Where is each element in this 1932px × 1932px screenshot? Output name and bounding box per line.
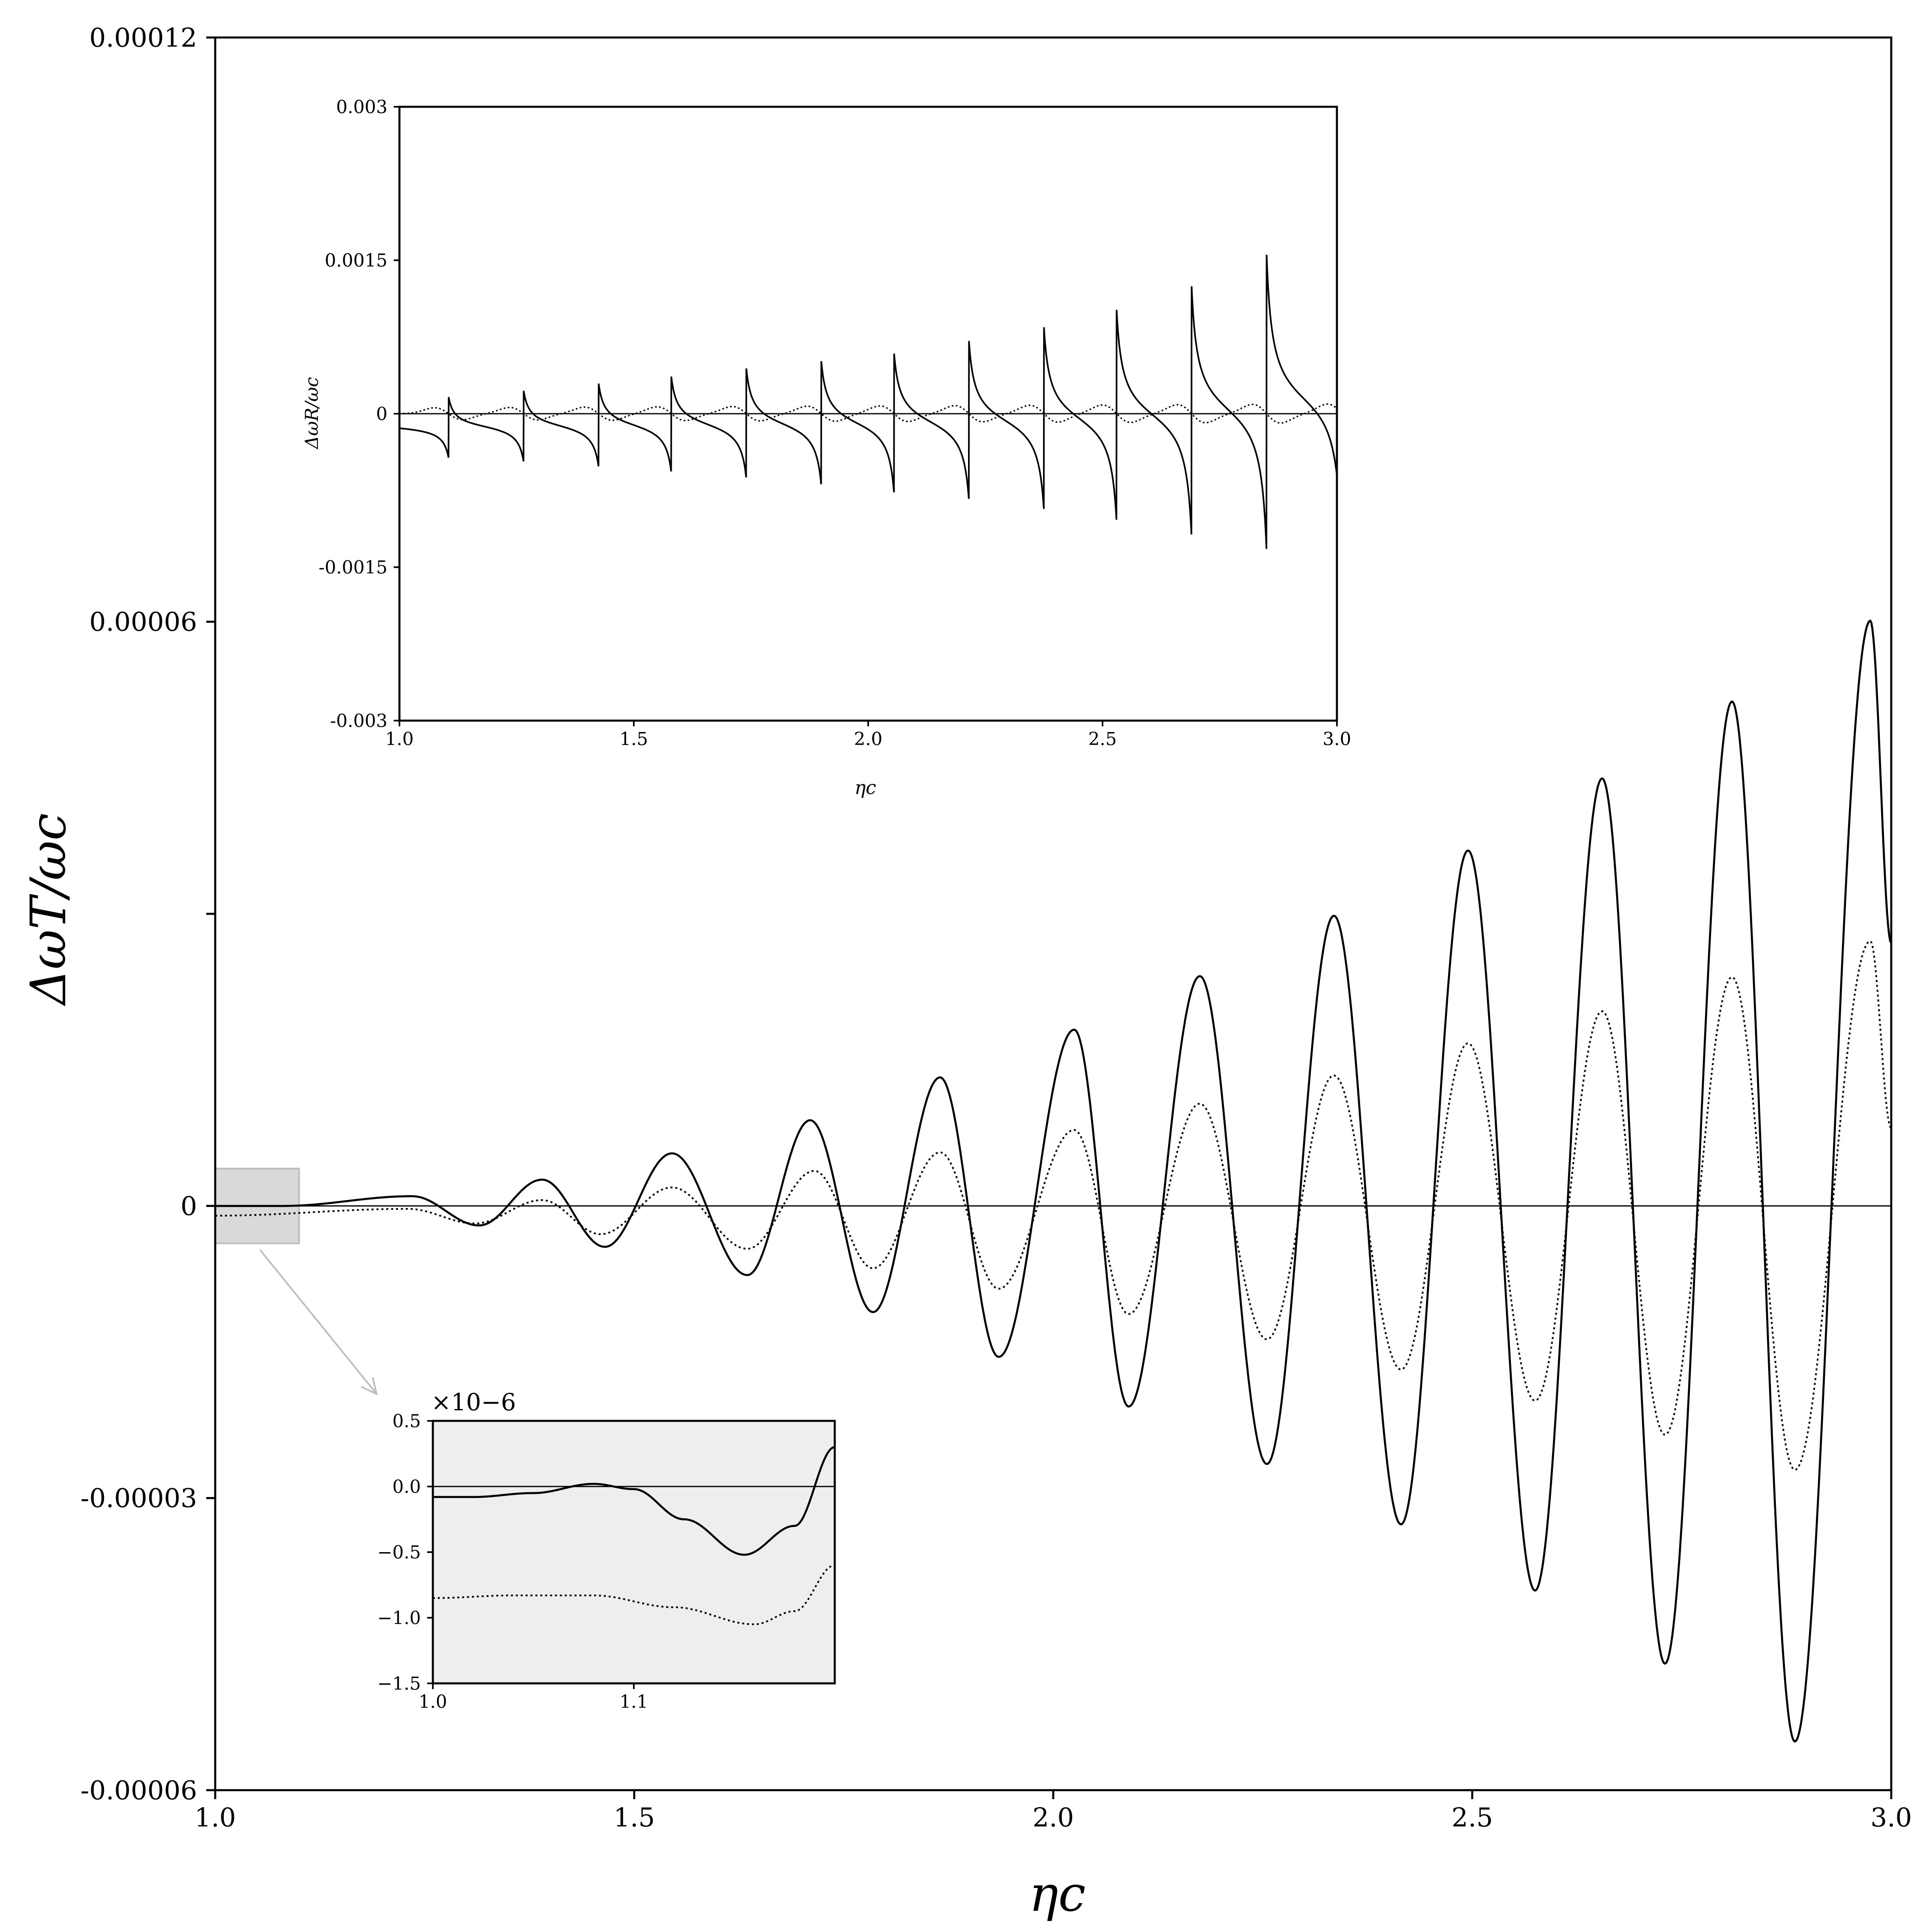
inset-zoom-series-dotted-line	[433, 1564, 835, 1625]
main-chart: 1.0 1.5 2.0 2.5 3.0 -0.00006 -0.00003 0 0.00006…	[20, 23, 1912, 1923]
y-tick-label: 0	[376, 404, 388, 424]
zoom-arrow	[259, 1249, 377, 1395]
inset-zoom-offset-text: ×10−6	[431, 1388, 516, 1416]
main-y-ticks: -0.00006 -0.00003 0 0.00006 0.00012	[80, 23, 215, 1806]
inset-zoom-series-solid-line	[433, 1446, 835, 1556]
y-tick-label: 0.003	[336, 97, 388, 117]
y-tick-label: 0.5	[393, 1411, 421, 1431]
inset-top-y-ticks: -0.003 -0.0015 0 0.0015 0.003	[319, 97, 399, 731]
y-tick-label: -0.003	[330, 710, 388, 731]
y-tick-label: 0.00012	[89, 23, 197, 53]
main-y-axis-label: ΔωT/ωc	[20, 813, 77, 1006]
y-tick-label: -0.0015	[319, 557, 388, 578]
x-tick-label: 2.5	[1451, 1803, 1493, 1833]
inset-top-series-solid-line	[399, 254, 1337, 549]
y-tick-label: −1.0	[377, 1608, 421, 1628]
inset-top-x-ticks: 1.0 1.5 2.0 2.5 3.0	[385, 721, 1351, 750]
y-tick-label: 0.00006	[89, 607, 197, 637]
inset-zoom-y-ticks: 0.5 0.0 −0.5 −1.0 −1.5	[377, 1411, 433, 1694]
inset-zoom-x-ticks: 1.0 1.1	[419, 1683, 648, 1712]
y-tick-label: −1.5	[377, 1673, 421, 1694]
main-x-axis-label: ηc	[1029, 1866, 1085, 1923]
y-tick-label: 0.0015	[325, 250, 388, 271]
zoom-arrowhead	[361, 1377, 378, 1396]
inset-top-chart: 1.0 1.5 2.0 2.5 3.0 -0.003 -0.0015 0 0.0015 0.00…	[302, 97, 1351, 798]
x-tick-label: 1.1	[620, 1692, 648, 1712]
y-tick-label: -0.00006	[80, 1775, 197, 1806]
y-tick-label: 0.0	[393, 1476, 421, 1497]
main-series-solid-line	[215, 619, 1892, 1743]
inset-zoom-series-group	[433, 1446, 835, 1625]
x-tick-label: 1.0	[194, 1803, 236, 1833]
x-tick-label: 1.0	[385, 729, 414, 750]
x-tick-label: 2.5	[1088, 729, 1117, 750]
main-x-ticks: 1.0 1.5 2.0 2.5 3.0	[194, 1790, 1912, 1833]
x-tick-label: 3.0	[1870, 1803, 1912, 1833]
inset-top-y-axis-label: ΔωR/ωc	[302, 377, 322, 450]
x-tick-label: 1.5	[620, 729, 648, 750]
inset-top-series-dotted-line	[399, 403, 1337, 424]
x-tick-label: 1.0	[419, 1692, 447, 1712]
x-tick-label: 2.0	[1032, 1803, 1074, 1833]
inset-top-clip-group	[399, 254, 1337, 549]
x-tick-label: 2.0	[854, 729, 882, 750]
y-tick-label: −0.5	[377, 1542, 421, 1563]
x-tick-label: 3.0	[1323, 729, 1351, 750]
inset-top-series-group	[399, 254, 1337, 549]
inset-zoom-background	[433, 1421, 835, 1683]
y-tick-label: -0.00003	[80, 1484, 197, 1514]
main-series-group	[215, 619, 1892, 1743]
inset-top-x-axis-label: ηc	[854, 776, 876, 798]
x-tick-label: 1.5	[613, 1803, 655, 1833]
y-tick-label: 0	[181, 1191, 197, 1222]
inset-zoom-chart: 1.0 1.1 0.5 0.0 −0.5 −1.0 −1.5 ×10−6	[377, 1388, 836, 1712]
